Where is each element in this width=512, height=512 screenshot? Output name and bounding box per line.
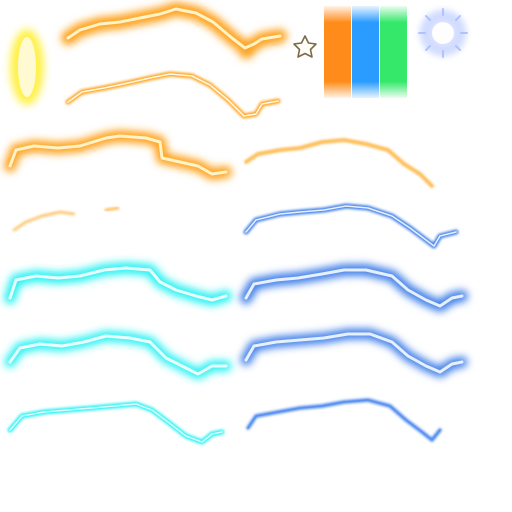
orange-lightning-medium-glow — [4, 130, 232, 180]
yellow-oval-glow-sprite — [10, 29, 44, 105]
cyan-lightning-medium-glow — [4, 330, 232, 380]
gradient-bars — [324, 6, 407, 98]
blue-lightning-thick-glow — [240, 264, 468, 312]
orange-lightning-fragment — [12, 206, 120, 232]
star-outline-icon — [293, 35, 317, 58]
blue-lightning-thin — [246, 398, 442, 442]
spark-burst-sprite — [418, 8, 468, 58]
blue-lightning-outline — [243, 203, 459, 249]
cyan-lightning-thick-glow — [4, 262, 232, 306]
orange-lightning-thick-glow — [61, 2, 287, 59]
blue-lightning-medium-glow — [240, 328, 468, 378]
orange-lightning-thin — [244, 138, 434, 188]
cyan-lightning-thin — [7, 401, 225, 445]
orange-lightning-outline — [65, 71, 281, 119]
